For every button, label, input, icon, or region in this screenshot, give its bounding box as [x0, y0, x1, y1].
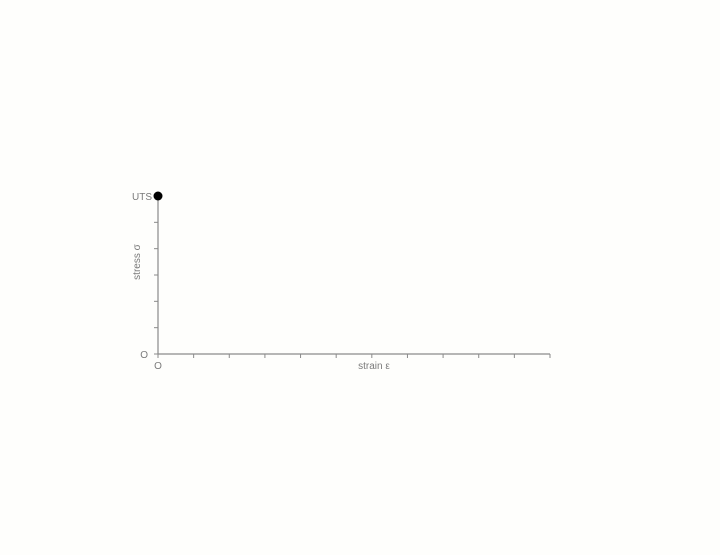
y-tick-label-uts: UTS [132, 192, 152, 203]
x-axis-label: strain ε [358, 361, 390, 372]
y-tick-label-origin: O [140, 350, 148, 361]
x-axis-ticks [157, 354, 551, 358]
x-tick-label-origin: O [154, 361, 162, 372]
data-points [153, 191, 163, 201]
plot-area [153, 191, 551, 358]
data-point [153, 191, 163, 201]
y-axis-label: stress σ [132, 243, 143, 279]
